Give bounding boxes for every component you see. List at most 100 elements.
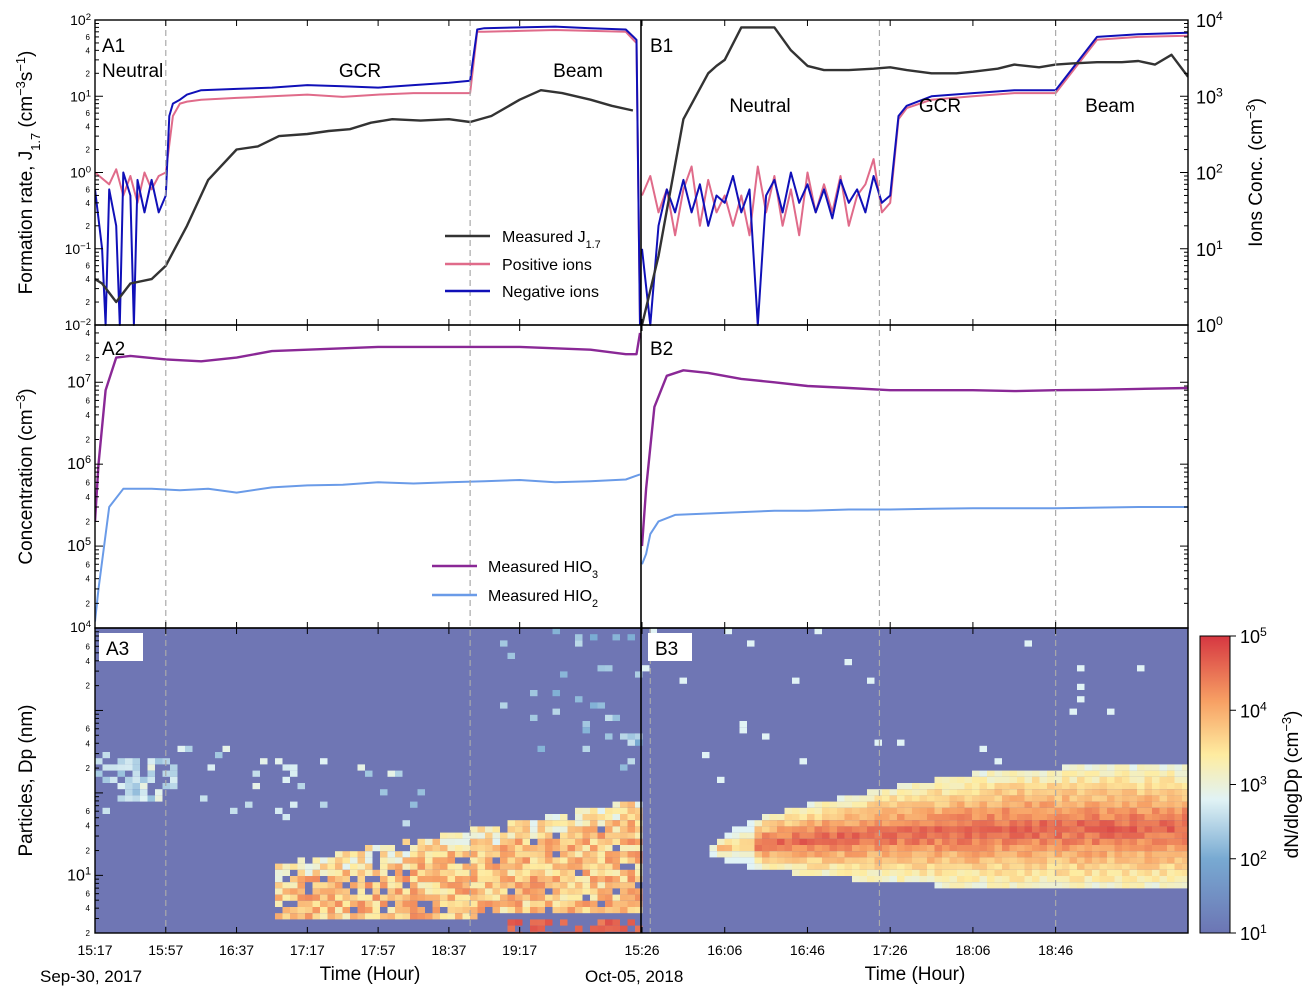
- heatmap-cell: [590, 888, 598, 895]
- heatmap-cell: [889, 826, 897, 833]
- heatmap-cell: [635, 807, 643, 814]
- x-tick-label: 15:26: [624, 942, 659, 958]
- heatmap-cell: [1129, 838, 1137, 845]
- heatmap-cell: [470, 888, 478, 895]
- heatmap-cell: [612, 832, 620, 839]
- heatmap-cell: [897, 869, 905, 876]
- heatmap-cell: [537, 863, 545, 870]
- heatmap-cell: [882, 826, 890, 833]
- heatmap-cell: [942, 869, 950, 876]
- heatmap-cell: [1017, 826, 1025, 833]
- heatmap-cell: [1077, 783, 1085, 790]
- heatmap-cell: [1084, 770, 1092, 777]
- colorbar-title: dN/dlogDp (cm−3): [1279, 711, 1304, 859]
- heatmap-cell: [590, 845, 598, 852]
- heatmap-cell: [545, 882, 553, 889]
- heatmap-cell: [1144, 807, 1152, 814]
- heatmap-cell: [132, 789, 140, 796]
- y-minor-tick-label: 4: [86, 575, 91, 584]
- heatmap-cell: [530, 876, 538, 883]
- heatmap-cell: [537, 900, 545, 907]
- x-axis-title-a: Time (Hour): [320, 964, 421, 985]
- heatmap-cell: [1107, 869, 1115, 876]
- heatmap-cell: [132, 758, 140, 765]
- heatmap-cell: [1047, 851, 1055, 858]
- heatmap-cell: [889, 820, 897, 827]
- heatmap-cell: [994, 807, 1002, 814]
- heatmap-cell: [972, 832, 980, 839]
- heatmap-cell: [1114, 863, 1122, 870]
- heatmap-cell: [365, 913, 373, 920]
- heatmap-cell: [500, 838, 508, 845]
- heatmap-cell: [1062, 814, 1070, 821]
- heatmap-cell: [1167, 814, 1175, 821]
- heatmap-cell: [507, 845, 515, 852]
- heatmap-cell: [440, 869, 448, 876]
- heatmap-cell: [1092, 876, 1100, 883]
- x-tick-label: 19:17: [502, 942, 537, 958]
- heatmap-cell: [882, 832, 890, 839]
- heatmap-cell: [807, 801, 815, 808]
- heatmap-cell: [1062, 807, 1070, 814]
- heatmap-cell: [515, 894, 523, 901]
- heatmap-cell: [297, 857, 305, 864]
- heatmap-cell: [1017, 801, 1025, 808]
- heatmap-cell: [942, 863, 950, 870]
- heatmap-cell: [455, 869, 463, 876]
- heatmap-cell: [1174, 795, 1182, 802]
- heatmap-cell: [560, 876, 568, 883]
- heatmap-cell: [1017, 857, 1025, 864]
- heatmap-cell: [822, 863, 830, 870]
- heatmap-cell: [1047, 770, 1055, 777]
- heatmap-cell: [485, 826, 493, 833]
- heatmap-cell: [357, 913, 365, 920]
- heatmap-cell: [1002, 876, 1010, 883]
- heatmap-cell: [117, 764, 125, 771]
- heatmap-cell: [1107, 838, 1115, 845]
- heatmap-cell: [590, 876, 598, 883]
- heatmap-cell: [957, 832, 965, 839]
- heatmap-cell: [440, 838, 448, 845]
- heatmap-cell: [829, 845, 837, 852]
- heatmap-cell: [507, 820, 515, 827]
- heatmap-cell: [859, 832, 867, 839]
- heatmap-cell: [829, 807, 837, 814]
- heatmap-cell: [1174, 783, 1182, 790]
- heatmap-cell: [1174, 801, 1182, 808]
- heatmap-cell: [822, 820, 830, 827]
- heatmap-cell: [1152, 826, 1160, 833]
- heatmap-cell: [620, 857, 628, 864]
- heatmap-cell: [1144, 776, 1152, 783]
- heatmap-cell: [185, 745, 193, 752]
- heatmap-cell: [620, 888, 628, 895]
- heatmap-cell: [927, 851, 935, 858]
- heatmap-cell: [732, 826, 740, 833]
- heatmap-cell: [994, 789, 1002, 796]
- heatmap-cell: [1039, 838, 1047, 845]
- heatmap-cell: [1054, 776, 1062, 783]
- heatmap-cell: [1167, 764, 1175, 771]
- heatmap-cell: [545, 869, 553, 876]
- heatmap-cell: [1137, 826, 1145, 833]
- heatmap-cell: [597, 894, 605, 901]
- y-tick-label-part: −1: [80, 240, 91, 251]
- heatmap-cell: [312, 907, 320, 914]
- heatmap-cell: [867, 820, 875, 827]
- heatmap-cell: [867, 832, 875, 839]
- heatmap-cell: [590, 894, 598, 901]
- heatmap-cell: [1084, 832, 1092, 839]
- heatmap-cell: [635, 900, 643, 907]
- heatmap-cell: [402, 857, 410, 864]
- heatmap-cell: [844, 863, 852, 870]
- heatmap-cell: [1062, 838, 1070, 845]
- x-tick-label: 17:57: [361, 942, 396, 958]
- heatmap-cell: [357, 882, 365, 889]
- heatmap-cell: [462, 832, 470, 839]
- heatmap-cell: [904, 783, 912, 790]
- heatmap-cell: [560, 832, 568, 839]
- heatmap-cell: [290, 913, 298, 920]
- heatmap-cell: [432, 876, 440, 883]
- heatmap-cell: [290, 888, 298, 895]
- heatmap-cell: [1002, 783, 1010, 790]
- heatmap-cell: [964, 863, 972, 870]
